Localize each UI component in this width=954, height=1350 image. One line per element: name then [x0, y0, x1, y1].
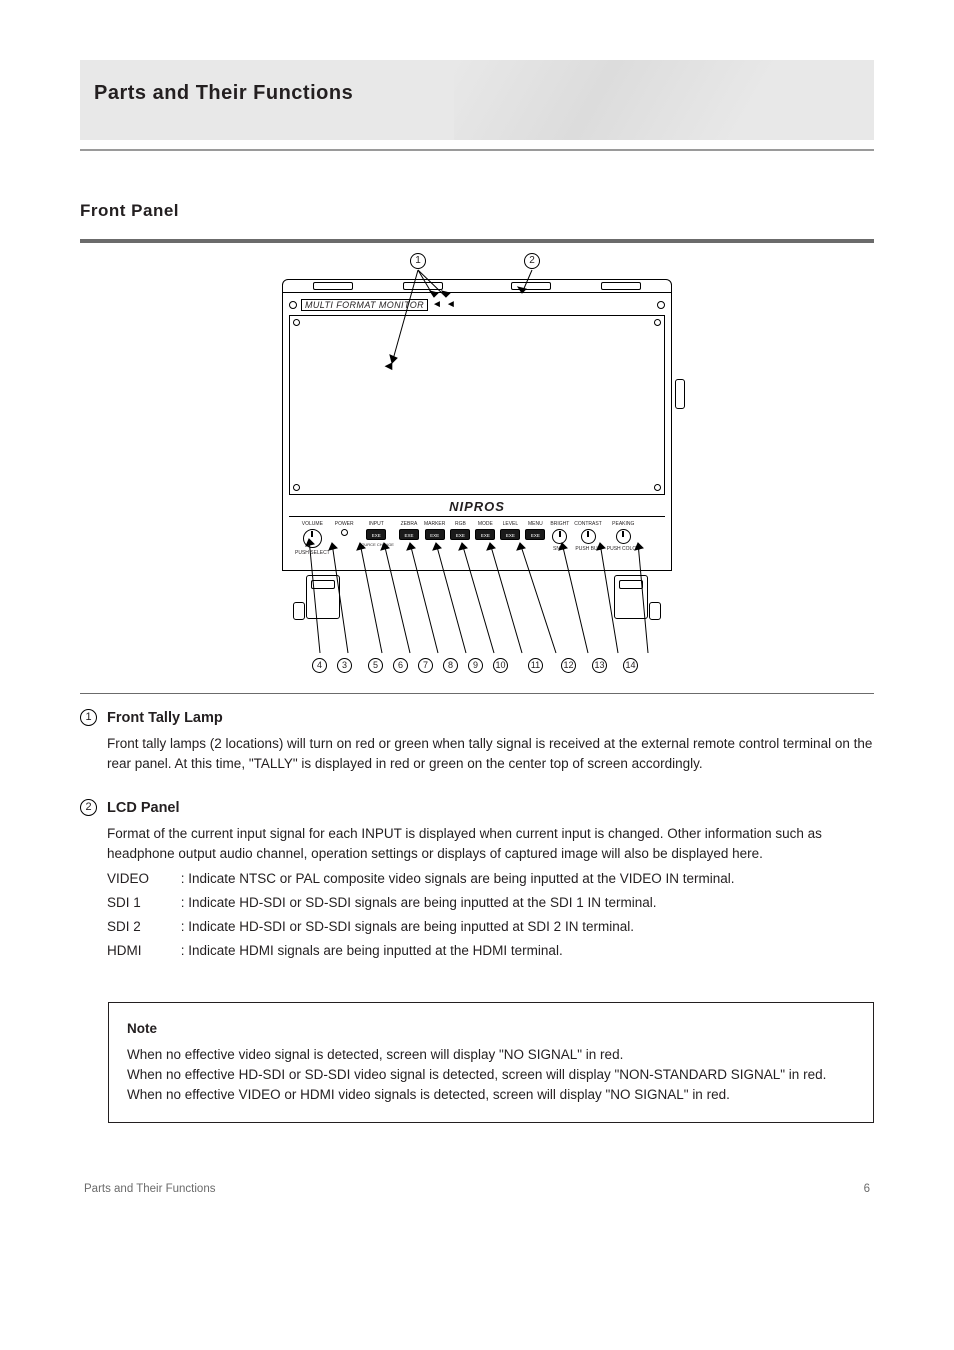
callout-3: 3: [337, 658, 352, 673]
zebra-label: ZEBRA: [401, 521, 418, 527]
menu-button[interactable]: MENU EXE: [525, 521, 545, 540]
volume-knob[interactable]: VOLUME PUSH SELECT: [295, 521, 330, 556]
callout-5: 5: [368, 658, 383, 673]
foot-leg-right: [614, 575, 648, 619]
note-line-2: When no effective HD-SDI or SD-SDI video…: [127, 1065, 855, 1085]
callout-7: 7: [418, 658, 433, 673]
footer-page-number: 6: [864, 1183, 870, 1195]
peaking-sub-label: PUSH COLOR: [607, 546, 640, 552]
callout-10: 10: [493, 658, 508, 673]
item-1-title: Front Tally Lamp: [107, 708, 874, 730]
contrast-knob[interactable]: CONTRAST PUSH BUZ: [574, 521, 602, 552]
input-label: INPUT: [369, 521, 384, 527]
note-box: Note When no effective video signal is d…: [108, 1002, 874, 1123]
menu-label: MENU: [528, 521, 543, 527]
item-1-body: Front tally lamps (2 locations) will tur…: [107, 734, 874, 775]
callout-1: 1: [410, 253, 426, 269]
status-video: VIDEO : Indicate NTSC or PAL composite v…: [107, 869, 874, 889]
status-sdi1: SDI 1 : Indicate HD-SDI or SD-SDI signal…: [107, 893, 874, 913]
rgb-label: RGB: [455, 521, 466, 527]
callout-8: 8: [443, 658, 458, 673]
callout-13: 13: [592, 658, 607, 673]
lcd-screen: ◄: [289, 315, 665, 495]
status-sdi1-desc: Indicate HD-SDI or SD-SDI signals are be…: [188, 895, 656, 910]
rgb-button[interactable]: RGB EXE: [450, 521, 470, 540]
device-logo: NIPROS: [449, 499, 505, 514]
volume-sub-label: PUSH SELECT: [295, 550, 330, 556]
item-2-title: LCD Panel: [107, 798, 874, 820]
status-sdi2: SDI 2 : Indicate HD-SDI or SD-SDI signal…: [107, 917, 874, 937]
callout-12: 12: [561, 658, 576, 673]
footer-left: Parts and Their Functions: [84, 1183, 215, 1195]
contrast-label: CONTRAST: [574, 521, 602, 527]
power-label: POWER: [335, 521, 354, 527]
status-sdi2-label: SDI 2: [107, 917, 177, 937]
page-footer: Parts and Their Functions 6: [80, 1183, 874, 1195]
side-clip: [675, 379, 685, 409]
status-hdmi: HDMI : Indicate HDMI signals are being i…: [107, 941, 874, 961]
input-button[interactable]: INPUT EXE SOURCE CHANGE: [359, 521, 394, 548]
item-2-body: Format of the current input signal for e…: [107, 824, 874, 865]
peaking-label: PEAKING: [612, 521, 634, 527]
callout-9: 9: [468, 658, 483, 673]
status-sdi2-desc: Indicate HD-SDI or SD-SDI signals are be…: [188, 919, 634, 934]
bottom-callout-row: 4 3 5 6 7 8 9 10 11 12 13 14: [262, 658, 692, 673]
bright-knob[interactable]: BRIGHT SNAP: [550, 521, 569, 552]
bright-snap-label: SNAP: [553, 546, 567, 552]
status-video-desc: Indicate NTSC or PAL composite video sig…: [188, 871, 734, 886]
tally-triangle-icon: ◄: [432, 300, 442, 310]
callout-4: 4: [312, 658, 327, 673]
screw-icon: [289, 301, 297, 309]
tally-arrow-icon: ◄: [382, 358, 395, 373]
device-hinge: [282, 279, 672, 293]
item-2-num: 2: [80, 799, 97, 816]
mode-button[interactable]: MODE EXE: [475, 521, 495, 540]
control-panel: VOLUME PUSH SELECT POWER INPUT EXE SOURC…: [289, 516, 665, 564]
section-rule: [80, 239, 874, 243]
page-title: Parts and Their Functions: [94, 82, 874, 105]
tally-triangle-icon: ◄: [446, 300, 456, 310]
device-foot: [282, 571, 672, 619]
status-video-label: VIDEO: [107, 869, 177, 889]
status-hdmi-desc: Indicate HDMI signals are being inputted…: [188, 943, 562, 958]
callout-2: 2: [524, 253, 540, 269]
callout-6: 6: [393, 658, 408, 673]
page-title-text: Parts and Their Functions: [94, 82, 353, 104]
device-body: MULTI FORMAT MONITOR ◄ ◄ ◄ NIPROS VOLUME: [282, 279, 672, 619]
foot-leg-left: [306, 575, 340, 619]
note-title: Note: [127, 1019, 855, 1039]
callout-14: 14: [623, 658, 638, 673]
status-hdmi-label: HDMI: [107, 941, 177, 961]
marker-label: MARKER: [424, 521, 445, 527]
item-1-num: 1: [80, 709, 97, 726]
peaking-knob[interactable]: PEAKING PUSH COLOR: [607, 521, 640, 552]
status-sdi1-label: SDI 1: [107, 893, 177, 913]
header-rule: [80, 149, 874, 151]
volume-label: VOLUME: [302, 521, 323, 527]
diagram-rule: [80, 693, 874, 694]
note-line-1: When no effective video signal is detect…: [127, 1045, 855, 1065]
note-line-3: When no effective VIDEO or HDMI video si…: [127, 1085, 855, 1105]
marker-button[interactable]: MARKER EXE: [424, 521, 445, 540]
section-title: Front Panel: [80, 201, 874, 221]
device-diagram: 1 2 MULTI FORMAT MONITOR ◄ ◄ ◄: [262, 253, 692, 673]
item-1: 1 Front Tally Lamp Front tally lamps (2 …: [80, 708, 874, 774]
screw-icon: [657, 301, 665, 309]
bright-label: BRIGHT: [550, 521, 569, 527]
level-label: LEVEL: [503, 521, 519, 527]
input-sub-label: SOURCE CHANGE: [359, 542, 394, 548]
callout-11: 11: [528, 658, 543, 673]
mode-label: MODE: [478, 521, 493, 527]
contrast-sub-label: PUSH BUZ: [575, 546, 600, 552]
power-indicator: POWER: [335, 521, 354, 536]
zebra-button[interactable]: ZEBRA EXE: [399, 521, 419, 540]
item-2: 2 LCD Panel Format of the current input …: [80, 798, 874, 961]
brand-tag: MULTI FORMAT MONITOR: [301, 299, 428, 311]
level-button[interactable]: LEVEL EXE: [500, 521, 520, 540]
